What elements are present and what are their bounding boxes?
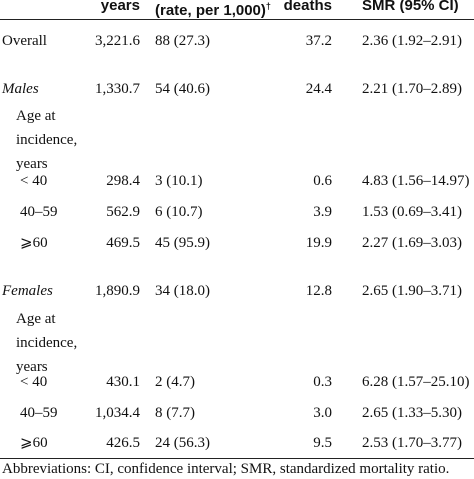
person-years-cell: 298.4 bbox=[106, 173, 140, 189]
age-label: Age at incidence, years bbox=[16, 104, 77, 176]
table-row: Overall 3,221.6 88 (27.3) 37.2 2.36 (1.9… bbox=[0, 26, 474, 56]
row-label: < 40 bbox=[20, 374, 48, 390]
row-label: Males bbox=[2, 81, 39, 97]
expected-cell: 12.8 bbox=[305, 283, 332, 299]
observed-cell: 34 (18.0) bbox=[155, 283, 210, 299]
smr-cell: 2.21 (1.70–2.89) bbox=[362, 81, 462, 97]
table-row: 40–59 1,034.4 8 (7.7) 3.0 2.65 (1.33–5.3… bbox=[0, 398, 474, 428]
age-label-line: incidence, bbox=[16, 335, 78, 351]
row-label: Females bbox=[2, 283, 53, 299]
observed-cell: 54 (40.6) bbox=[155, 81, 210, 97]
person-years-cell: 426.5 bbox=[106, 435, 140, 451]
header-rule bbox=[0, 19, 474, 20]
smr-cell: 2.65 (1.33–5.30) bbox=[362, 405, 462, 421]
smr-cell: 2.36 (1.92–2.91) bbox=[362, 33, 462, 49]
table-row: ⩾60 426.5 24 (56.3) 9.5 2.53 (1.70–3.77) bbox=[0, 428, 474, 458]
row-label: 40–59 bbox=[20, 204, 58, 220]
expected-cell: 37.2 bbox=[305, 33, 332, 49]
smr-cell: 1.53 (0.69–3.41) bbox=[362, 204, 462, 220]
expected-cell: 19.9 bbox=[305, 235, 332, 251]
observed-cell: 6 (10.7) bbox=[155, 204, 203, 220]
table-footnote: Abbreviations: CI, confidence interval; … bbox=[2, 461, 450, 477]
expected-cell: 9.5 bbox=[313, 435, 332, 451]
header-person-years: years bbox=[100, 0, 140, 14]
observed-cell: 3 (10.1) bbox=[155, 173, 203, 189]
age-label-line: Age at bbox=[16, 311, 56, 327]
age-label: Age at incidence, years bbox=[16, 307, 77, 379]
row-label: < 40 bbox=[20, 173, 48, 189]
expected-cell: 3.0 bbox=[313, 405, 332, 421]
person-years-cell: 1,034.4 bbox=[95, 405, 140, 421]
person-years-cell: 430.1 bbox=[106, 374, 140, 390]
table-row: Males 1,330.7 54 (40.6) 24.4 2.21 (1.70–… bbox=[0, 74, 474, 104]
table-row: < 40 430.1 2 (4.7) 0.3 6.28 (1.57–25.10) bbox=[0, 367, 474, 397]
expected-cell: 24.4 bbox=[305, 81, 332, 97]
expected-cell: 0.3 bbox=[313, 374, 332, 390]
smr-cell: 6.28 (1.57–25.10) bbox=[362, 374, 470, 390]
smr-cell: 2.27 (1.69–3.03) bbox=[362, 235, 462, 251]
age-label-line: years bbox=[16, 156, 48, 172]
person-years-cell: 469.5 bbox=[106, 235, 140, 251]
smr-cell: 4.83 (1.56–14.97) bbox=[362, 173, 470, 189]
header-expected: deaths bbox=[283, 0, 332, 14]
person-years-cell: 1,890.9 bbox=[95, 283, 140, 299]
bottom-rule bbox=[0, 458, 474, 459]
age-label-line: years bbox=[16, 359, 48, 375]
age-label-line: Age at bbox=[16, 108, 56, 124]
observed-cell: 88 (27.3) bbox=[155, 33, 210, 49]
person-years-cell: 1,330.7 bbox=[95, 81, 140, 97]
age-label-line: incidence, bbox=[16, 132, 78, 148]
table-row: ⩾60 469.5 45 (95.9) 19.9 2.27 (1.69–3.03… bbox=[0, 228, 474, 258]
smr-cell: 2.65 (1.90–3.71) bbox=[362, 283, 462, 299]
row-label: Overall bbox=[2, 33, 47, 49]
header-observed: (rate, per 1,000)† bbox=[155, 0, 271, 26]
observed-cell: 2 (4.7) bbox=[155, 374, 195, 390]
row-label: 40–59 bbox=[20, 405, 58, 421]
expected-cell: 3.9 bbox=[313, 204, 332, 220]
person-years-cell: 3,221.6 bbox=[95, 33, 140, 49]
observed-cell: 8 (7.7) bbox=[155, 405, 195, 421]
observed-cell: 24 (56.3) bbox=[155, 435, 210, 451]
smr-cell: 2.53 (1.70–3.77) bbox=[362, 435, 462, 451]
table-row: Females 1,890.9 34 (18.0) 12.8 2.65 (1.9… bbox=[0, 276, 474, 306]
table-header: years (rate, per 1,000)† deaths SMR (95%… bbox=[0, 0, 474, 21]
header-smr: SMR (95% CI) bbox=[362, 0, 459, 14]
row-label: ⩾60 bbox=[20, 235, 48, 251]
table-row: 40–59 562.9 6 (10.7) 3.9 1.53 (0.69–3.41… bbox=[0, 197, 474, 227]
header-observed-sup: † bbox=[265, 1, 271, 11]
observed-cell: 45 (95.9) bbox=[155, 235, 210, 251]
expected-cell: 0.6 bbox=[313, 173, 332, 189]
row-label: ⩾60 bbox=[20, 435, 48, 451]
table-row: < 40 298.4 3 (10.1) 0.6 4.83 (1.56–14.97… bbox=[0, 166, 474, 196]
person-years-cell: 562.9 bbox=[106, 204, 140, 220]
header-observed-text: (rate, per 1,000) bbox=[155, 2, 266, 19]
